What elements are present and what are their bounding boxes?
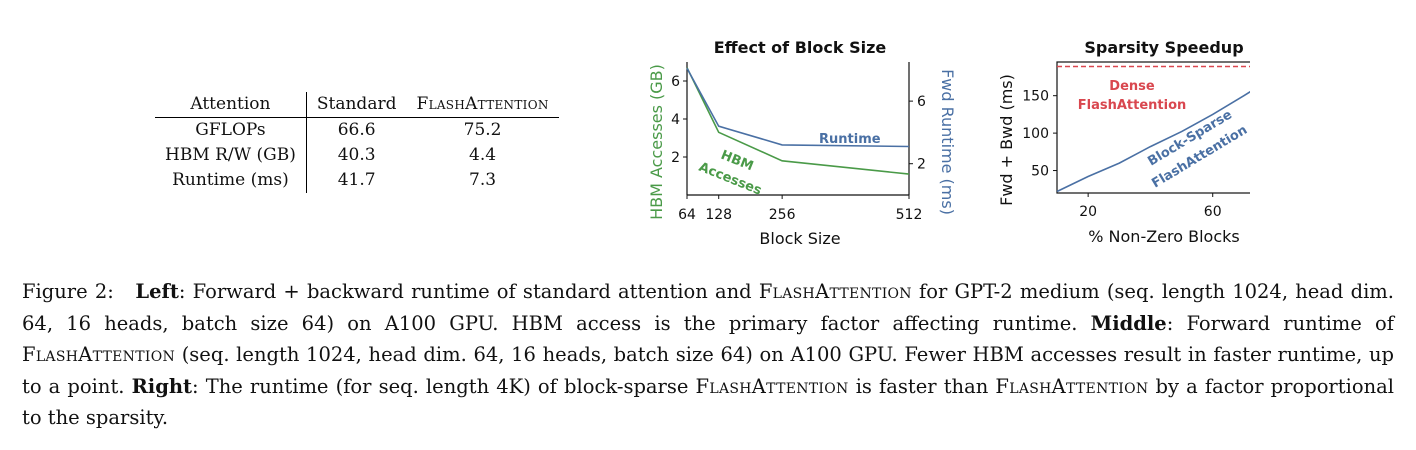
chart-title: Effect of Block Size [714, 38, 887, 57]
caption-text: (seq. length 1024, head dim. 64, 16 head… [22, 343, 1394, 398]
y-left-tick-label: 2 [671, 150, 680, 166]
y-tick-label: 150 [1022, 89, 1049, 105]
y-axis-left-label: HBM Accesses (GB) [647, 64, 666, 220]
y-right-tick-label: 6 [917, 94, 926, 110]
table-row: HBM R/W (GB) 40.3 4.4 [155, 143, 559, 168]
caption-text: by a factor proportional to the sparsity… [22, 374, 1394, 430]
y-left-tick-label: 4 [671, 112, 680, 128]
caption-left-text: : Forward + backward runtime of standard… [178, 280, 759, 303]
cell-standard: 40.3 [337, 145, 376, 165]
cell-standard: 41.7 [337, 170, 376, 190]
y-tick-label: 50 [1031, 164, 1049, 180]
row-label: Runtime (ms) [155, 168, 307, 193]
caption-left-label: Left [135, 280, 179, 303]
annotation-dense: Dense [1109, 79, 1155, 94]
table-row: GFLOPs 66.6 75.2 [155, 117, 559, 143]
header-flashattention: FlashAttention [416, 94, 549, 114]
y-axis-label: Fwd + Bwd (ms) [997, 74, 1016, 206]
x-axis-label: % Non-Zero Blocks [1088, 227, 1239, 246]
x-tick-label: 512 [896, 207, 923, 223]
series-line-hbm-accesses [686, 67, 910, 175]
table-row: Runtime (ms) 41.7 7.3 [155, 168, 559, 193]
annotation-dense-flashattention: FlashAttention [1078, 98, 1187, 113]
caption-middle-label: Middle [1090, 311, 1167, 335]
caption-text: for GPT-2 medium (seq. length 1024, head… [22, 280, 1394, 335]
chart-series [1056, 65, 1250, 193]
cell-flashattention: 7.3 [469, 170, 497, 190]
chart-ticks: 64 128 256 512 2 4 6 2 6 [671, 74, 926, 223]
cell-flashattention: 75.2 [463, 120, 502, 140]
header-attention: Attention [155, 92, 307, 118]
series-line-runtime [686, 67, 910, 148]
x-axis-label: Block Size [759, 229, 840, 248]
x-tick-label: 256 [769, 207, 796, 223]
y-tick-label: 100 [1022, 126, 1049, 142]
caption-middle-text: : Forward runtime of [1166, 311, 1394, 335]
annotation-runtime: Runtime [819, 132, 881, 147]
caption-flashattention: FlashAttention [995, 374, 1149, 398]
x-tick-label: 60 [1204, 204, 1222, 220]
caption-flashattention: FlashAttention [695, 374, 849, 398]
x-tick-label: 20 [1079, 204, 1097, 220]
chart-axes [1056, 61, 1250, 194]
row-label: HBM R/W (GB) [155, 143, 307, 168]
y-left-tick-label: 6 [671, 74, 680, 90]
cell-standard: 66.6 [337, 120, 376, 140]
cell-flashattention: 4.4 [469, 145, 497, 165]
chart-series [686, 67, 910, 175]
caption-right-label: Right [131, 374, 193, 398]
caption-text: is faster than [848, 374, 996, 398]
chart-title: Sparsity Speedup [1084, 38, 1243, 57]
caption-right-text: : The runtime (for seq. length 4K) of bl… [192, 374, 696, 398]
block-size-chart: Effect of Block Size 64 128 256 512 2 4 6 2 6 Bl… [647, 38, 957, 248]
chart-axes [686, 62, 910, 196]
caption-flashattention: FlashAttention [758, 280, 912, 303]
sparsity-chart: Sparsity Speedup 20 60 50 100 150 % Non-Zero… [997, 38, 1250, 246]
figure-caption: Figure 2: Left: Forward + backward runti… [22, 276, 1394, 434]
plot-frame [1056, 61, 1250, 194]
caption-flashattention: FlashAttention [22, 343, 176, 366]
table-header-row: Attention Standard FlashAttention [155, 92, 559, 118]
y-right-tick-label: 2 [917, 157, 926, 173]
x-tick-label: 64 [678, 207, 696, 223]
series-line-block-sparse-flashattention [1056, 90, 1250, 193]
header-standard: Standard [316, 94, 397, 114]
row-label: GFLOPs [155, 117, 307, 143]
y-axis-right-label: Fwd Runtime (ms) [938, 69, 957, 215]
x-tick-label: 128 [705, 207, 732, 223]
chart-ticks: 20 60 50 100 150 [1022, 89, 1221, 220]
results-table: Attention Standard FlashAttention GFLOPs… [155, 92, 559, 193]
caption-figure-number: Figure 2: [22, 280, 114, 303]
